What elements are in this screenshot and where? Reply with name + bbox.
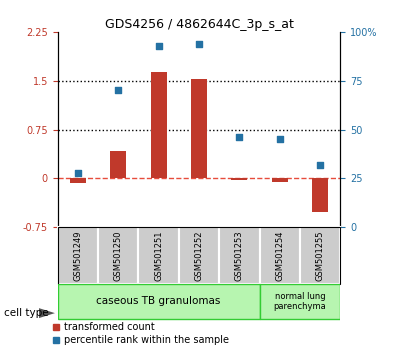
Text: GSM501249: GSM501249 bbox=[73, 230, 82, 281]
Text: cell type: cell type bbox=[4, 308, 49, 318]
Bar bbox=[231, 178, 248, 180]
Point bbox=[236, 135, 242, 140]
Text: GSM501255: GSM501255 bbox=[316, 230, 325, 281]
Text: caseous TB granulomas: caseous TB granulomas bbox=[96, 296, 221, 306]
Bar bbox=[58, 284, 259, 319]
Point bbox=[75, 170, 81, 175]
Legend: transformed count, percentile rank within the sample: transformed count, percentile rank withi… bbox=[49, 319, 233, 349]
Bar bbox=[272, 178, 288, 182]
Point bbox=[156, 43, 162, 48]
Bar bbox=[259, 284, 340, 319]
Bar bbox=[139, 227, 179, 284]
Point bbox=[196, 41, 202, 46]
Polygon shape bbox=[39, 308, 55, 318]
Bar bbox=[98, 227, 139, 284]
Point bbox=[277, 136, 283, 142]
Bar bbox=[150, 72, 167, 178]
Bar bbox=[70, 178, 86, 183]
Text: GSM501251: GSM501251 bbox=[154, 230, 163, 281]
Text: GSM501253: GSM501253 bbox=[235, 230, 244, 281]
Bar bbox=[312, 178, 328, 212]
Bar bbox=[259, 227, 300, 284]
Text: normal lung
parenchyma: normal lung parenchyma bbox=[273, 292, 326, 311]
Point bbox=[317, 162, 323, 167]
Bar bbox=[58, 227, 98, 284]
Bar bbox=[219, 227, 259, 284]
Point bbox=[115, 88, 121, 93]
Text: GSM501252: GSM501252 bbox=[195, 230, 203, 281]
Bar bbox=[300, 227, 340, 284]
Bar bbox=[110, 151, 126, 178]
Bar bbox=[191, 79, 207, 178]
Text: GSM501250: GSM501250 bbox=[114, 230, 123, 281]
Bar bbox=[179, 227, 219, 284]
Title: GDS4256 / 4862644C_3p_s_at: GDS4256 / 4862644C_3p_s_at bbox=[105, 18, 293, 31]
Text: GSM501254: GSM501254 bbox=[275, 230, 284, 281]
